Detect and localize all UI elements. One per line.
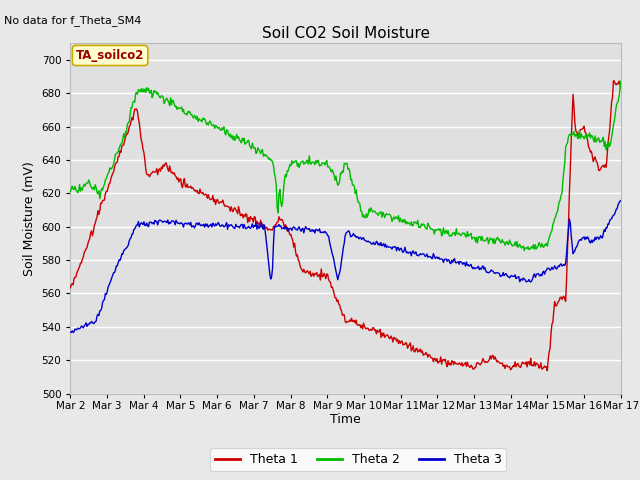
- Legend: Theta 1, Theta 2, Theta 3: Theta 1, Theta 2, Theta 3: [211, 448, 506, 471]
- Y-axis label: Soil Moisture (mV): Soil Moisture (mV): [23, 161, 36, 276]
- Text: TA_soilco2: TA_soilco2: [76, 49, 144, 62]
- Text: No data for f_Theta_SM4: No data for f_Theta_SM4: [4, 15, 141, 26]
- Title: Soil CO2 Soil Moisture: Soil CO2 Soil Moisture: [262, 25, 429, 41]
- X-axis label: Time: Time: [330, 413, 361, 426]
